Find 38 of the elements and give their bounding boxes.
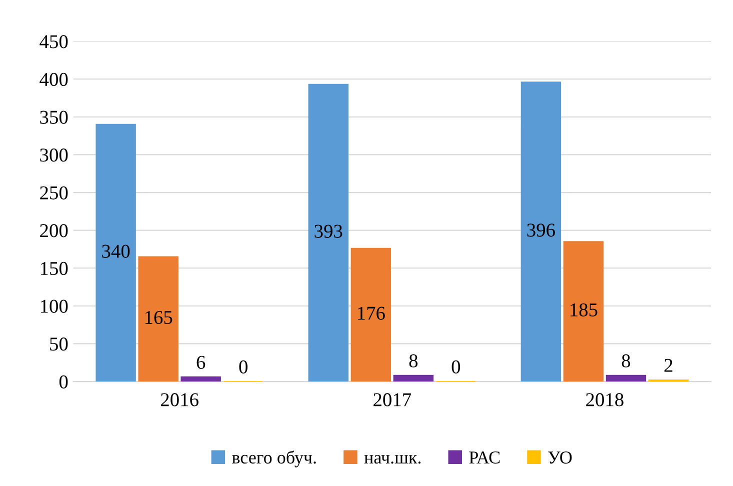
y-tick-label: 150 [40,262,68,276]
legend-label: РАС [469,451,500,464]
bar [138,256,178,382]
data-label: 396 [527,224,555,237]
y-tick-label: 400 [40,72,68,86]
data-label: 2 [664,358,672,372]
y-tick-label: 100 [40,300,68,313]
bar [308,84,348,382]
legend-label: всего обуч. [232,450,316,468]
bar [393,374,434,382]
bar [520,82,562,382]
data-label: 8 [409,354,418,368]
bar [180,376,221,382]
data-label: 165 [145,310,172,324]
legend-label: нач.шк. [364,454,421,464]
bar [606,374,646,382]
x-tick-label: 2016 [160,393,198,406]
data-label: 0 [452,360,460,374]
data-label: 176 [358,306,385,320]
bar [563,241,604,382]
y-tick-label: 50 [50,338,68,351]
data-label: 393 [314,224,342,238]
bar [350,248,392,382]
data-label: 185 [570,303,598,316]
y-tick-label: 300 [40,148,68,162]
y-tick-label: 0 [59,375,68,388]
data-label: 6 [196,356,206,369]
y-tick-label: 200 [40,224,68,238]
y-tick-label: 350 [40,110,68,124]
x-tick-label: 2017 [374,393,412,406]
data-label: 340 [102,244,130,258]
legend-label: УО [548,451,572,464]
data-label: 8 [622,354,630,368]
data-label: 0 [239,360,248,374]
y-tick-label: 250 [40,186,68,200]
y-tick-label: 450 [40,35,68,48]
x-tick-label: 2018 [586,393,624,406]
bar [96,124,136,382]
